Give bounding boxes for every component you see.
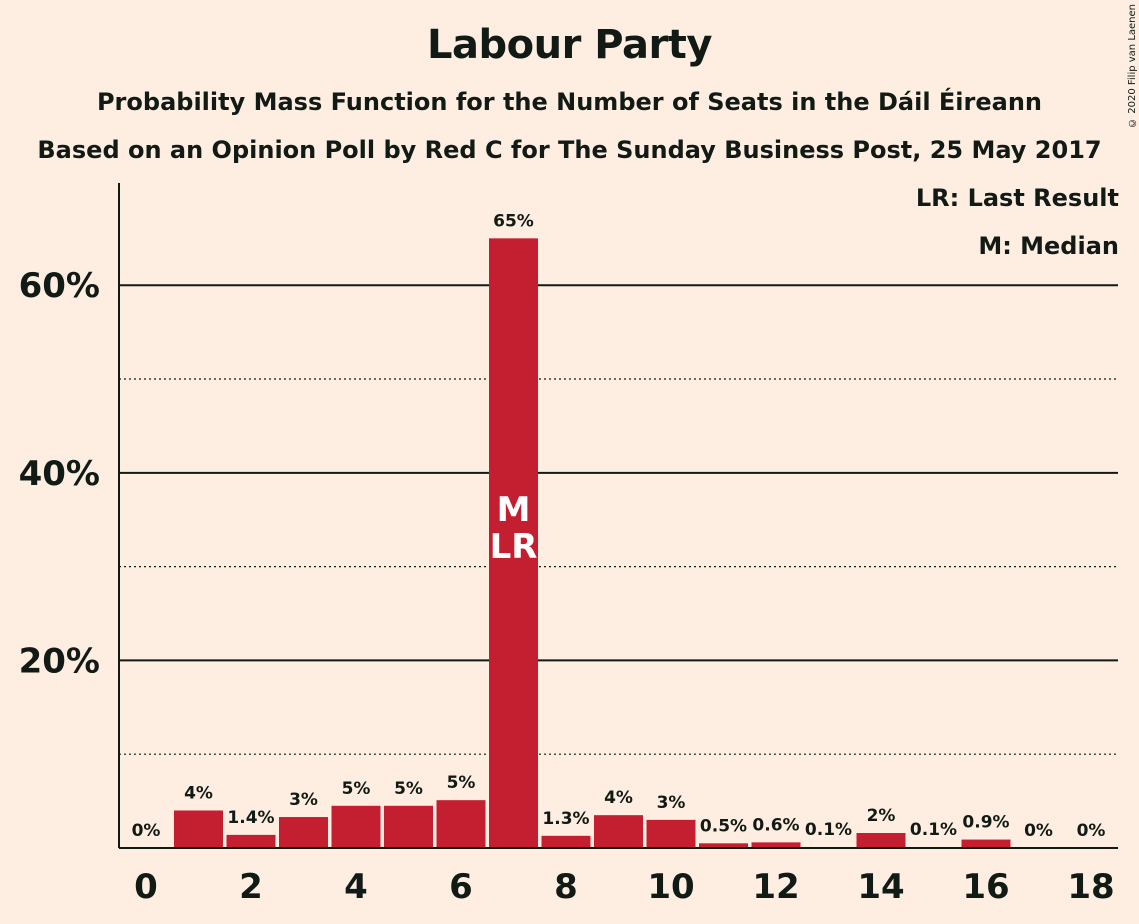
bar [856,832,906,848]
bar-value-label-bg [752,814,800,837]
x-tick-label: 14 [857,867,904,907]
bar [331,805,381,848]
bar-value-label-bg [542,807,590,830]
bar-value-label: 3% [289,790,318,810]
bar-value-label: 0.1% [805,820,852,840]
bar-value-label-bg [962,811,1010,834]
bar-value-label-bg [804,819,853,842]
median-marker: M [497,490,531,530]
bar [541,835,591,848]
bar-value-label: 0% [1077,821,1106,841]
x-tick-label: 12 [752,867,799,907]
bar [751,842,801,848]
bar-value-label-bg [227,806,275,829]
bar-value-label: 0% [1024,821,1053,841]
x-tick-label: 10 [647,867,694,907]
bar-value-label: 5% [342,779,371,799]
bar [279,817,328,848]
bar-value-label: 3% [657,793,686,813]
bar-value-label: 4% [184,783,213,803]
y-tick-label: 20% [19,641,100,681]
x-tick-label: 2 [239,867,263,907]
bar [489,238,538,848]
bar-value-label-bg [494,210,533,233]
bar [226,834,276,848]
x-tick-label: 8 [554,867,578,907]
bar-value-label-bg [699,815,748,838]
x-tick-label: 0 [134,867,158,907]
x-tick-label: 18 [1067,867,1114,907]
bar-value-label-bg [342,777,370,800]
bar-value-label-bg [184,782,213,805]
y-tick-label: 60% [19,266,100,306]
bar-value-label: 65% [493,211,534,231]
x-tick-label: 4 [344,867,368,907]
x-tick-label: 6 [449,867,473,907]
legend-last-result: LR: Last Result [915,184,1119,212]
last-result-marker: LR [490,527,538,567]
bar-value-label: 5% [447,773,476,793]
bar-value-label: 2% [867,806,896,826]
bar-value-label-bg [132,820,160,842]
bar-value-label-bg [1024,820,1053,842]
bar [384,805,433,848]
bar-value-label-bg [867,804,895,827]
bar-value-label: 0.1% [910,820,957,840]
legend-median: M: Median [978,232,1119,260]
bar-value-label-bg [1077,820,1105,842]
chart-title: Labour Party [427,22,712,68]
bar-value-label-bg [394,777,423,800]
bar-value-label: 0% [132,821,161,841]
bar-value-label: 5% [394,779,423,799]
bar-value-label: 4% [604,788,633,808]
bar-value-label: 0.9% [962,813,1009,833]
bar [436,800,486,848]
bar [594,815,643,848]
bar [174,810,223,848]
bar-value-label-bg [289,789,318,812]
bar [961,839,1011,848]
x-tick-label: 16 [962,867,1009,907]
bar [646,819,696,848]
bar-value-label: 0.6% [752,815,799,835]
bar-value-label: 0.5% [700,816,747,836]
chart-subtitle: Probability Mass Function for the Number… [96,88,1043,116]
bar-value-label-bg [909,819,958,842]
bar-value-label-bg [657,791,685,814]
bar [699,843,748,848]
chart-source-line: Based on an Opinion Poll by Red C for Th… [37,136,1102,164]
bar-value-label: 1.3% [542,809,589,829]
y-tick-label: 40% [19,454,100,494]
bar-value-label-bg [447,772,475,795]
bar-value-label-bg [604,787,633,810]
bar-value-label: 1.4% [227,808,274,828]
